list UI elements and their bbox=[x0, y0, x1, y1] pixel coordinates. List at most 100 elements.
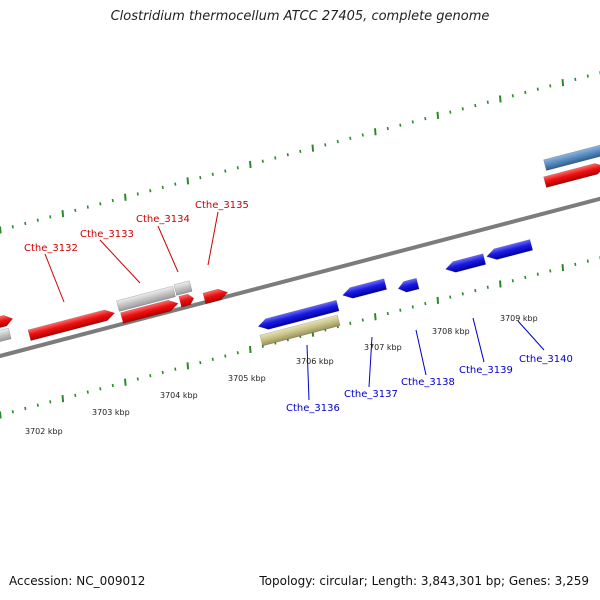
gene-leader-line bbox=[157, 225, 179, 273]
pseudo-gene-block[interactable] bbox=[0, 327, 12, 344]
scale-label: 3709 kbp bbox=[500, 314, 538, 323]
scale-tick bbox=[399, 123, 402, 127]
scale-tick bbox=[111, 383, 114, 388]
forward-gene-arrow[interactable] bbox=[120, 298, 180, 324]
scale-tick bbox=[49, 215, 52, 219]
reverse-gene-arrow[interactable] bbox=[257, 299, 340, 331]
scale-tick bbox=[224, 354, 227, 358]
scale-tick bbox=[461, 292, 464, 296]
scale-tick bbox=[474, 288, 477, 293]
scale-tick bbox=[161, 185, 164, 190]
scale-tick bbox=[349, 136, 352, 140]
reverse-gene-arrow[interactable] bbox=[485, 239, 534, 261]
scale-label: 3705 kbp bbox=[228, 374, 266, 383]
scale-tick bbox=[286, 153, 289, 157]
scale-tick bbox=[436, 296, 440, 304]
outer-tick-row bbox=[0, 71, 600, 234]
gene-leader-line bbox=[306, 344, 310, 401]
scale-tick bbox=[111, 198, 114, 203]
scale-tick bbox=[449, 295, 452, 299]
scale-label: 3704 kbp bbox=[160, 391, 198, 400]
scale-tick bbox=[149, 189, 152, 193]
scale-tick bbox=[361, 133, 364, 137]
pseudo-gene-block[interactable] bbox=[116, 285, 176, 312]
forward-gene-arrow[interactable] bbox=[0, 313, 14, 330]
rna-feature-block[interactable] bbox=[543, 143, 600, 171]
reverse-gene-label[interactable]: Cthe_3136 bbox=[286, 403, 340, 414]
scale-tick bbox=[261, 159, 264, 163]
scale-tick bbox=[549, 84, 552, 88]
pseudo-gene-block[interactable] bbox=[173, 280, 193, 296]
scale-tick bbox=[236, 351, 239, 355]
scale-tick bbox=[174, 182, 177, 186]
scale-tick bbox=[586, 74, 589, 78]
gene-features bbox=[0, 143, 600, 347]
scale-tick bbox=[274, 156, 277, 160]
scale-tick bbox=[24, 221, 27, 226]
forward-gene-arrow[interactable] bbox=[178, 293, 195, 308]
scale-ticks bbox=[0, 71, 600, 419]
scale-label: 3706 kbp bbox=[296, 357, 334, 366]
reverse-gene-arrow[interactable] bbox=[341, 278, 388, 301]
scale-tick bbox=[374, 313, 377, 321]
accession-text: Accession: NC_009012 bbox=[9, 574, 146, 588]
scale-tick bbox=[386, 311, 389, 316]
scale-tick bbox=[199, 360, 202, 365]
forward-gene-arrow[interactable] bbox=[27, 308, 116, 341]
forward-gene-label[interactable]: Cthe_3132 bbox=[24, 243, 78, 254]
scale-tick bbox=[136, 377, 139, 381]
genome-summary-text: Topology: circular; Length: 3,843,301 bp… bbox=[259, 574, 589, 588]
scale-tick bbox=[249, 160, 252, 169]
scale-tick bbox=[224, 169, 227, 173]
reverse-gene-label[interactable]: Cthe_3138 bbox=[401, 377, 455, 388]
scale-tick bbox=[0, 411, 2, 419]
scale-tick bbox=[474, 103, 477, 108]
inner-tick-row bbox=[0, 256, 600, 419]
genome-title: Clostridium thermocellum ATCC 27405, com… bbox=[110, 9, 490, 24]
gene-leader-line bbox=[44, 253, 65, 303]
scale-tick bbox=[236, 166, 239, 170]
reverse-gene-arrow[interactable] bbox=[444, 253, 487, 275]
scale-tick bbox=[24, 406, 27, 411]
forward-gene-arrow[interactable] bbox=[202, 287, 229, 305]
scale-tick bbox=[99, 387, 102, 391]
scale-tick bbox=[86, 205, 89, 209]
scale-tick bbox=[211, 172, 214, 176]
reverse-gene-label[interactable]: Cthe_3139 bbox=[459, 365, 513, 376]
genome-backbone bbox=[0, 196, 600, 359]
scale-label: 3707 kbp bbox=[364, 343, 402, 352]
scale-tick bbox=[411, 120, 414, 124]
scale-tick bbox=[486, 100, 489, 104]
scale-tick bbox=[536, 272, 539, 276]
scale-tick bbox=[124, 193, 127, 201]
scale-tick bbox=[74, 208, 77, 213]
scale-tick bbox=[0, 226, 2, 234]
reverse-gene-arrow[interactable] bbox=[397, 277, 420, 294]
scale-tick bbox=[161, 370, 164, 375]
scale-tick bbox=[361, 318, 364, 322]
scale-tick bbox=[99, 202, 102, 206]
forward-gene-label[interactable]: Cthe_3134 bbox=[136, 214, 190, 225]
scale-tick bbox=[511, 94, 514, 98]
scale-tick bbox=[561, 264, 565, 272]
scale-tick bbox=[11, 410, 14, 414]
scale-tick bbox=[524, 90, 527, 95]
scale-tick bbox=[299, 149, 302, 154]
reverse-gene-label[interactable]: Cthe_3140 bbox=[519, 354, 573, 365]
gene-leader-line bbox=[472, 317, 485, 363]
scale-tick bbox=[561, 79, 565, 87]
forward-gene-label[interactable]: Cthe_3133 bbox=[80, 229, 134, 240]
scale-tick bbox=[549, 269, 552, 273]
forward-gene-label[interactable]: Cthe_3135 bbox=[195, 200, 249, 211]
scale-tick bbox=[86, 390, 89, 394]
scale-tick bbox=[486, 285, 489, 289]
scale-label: 3703 kbp bbox=[92, 408, 130, 417]
scale-labels: 3702 kbp 3703 kbp 3704 kbp 3705 kbp 3706 kbp… bbox=[25, 314, 538, 436]
other-feature-block[interactable] bbox=[259, 314, 341, 347]
forward-gene-arrow[interactable] bbox=[543, 161, 600, 188]
scale-tick bbox=[11, 225, 14, 229]
reverse-gene-label[interactable]: Cthe_3137 bbox=[344, 389, 398, 400]
gene-leader-line bbox=[207, 211, 219, 266]
